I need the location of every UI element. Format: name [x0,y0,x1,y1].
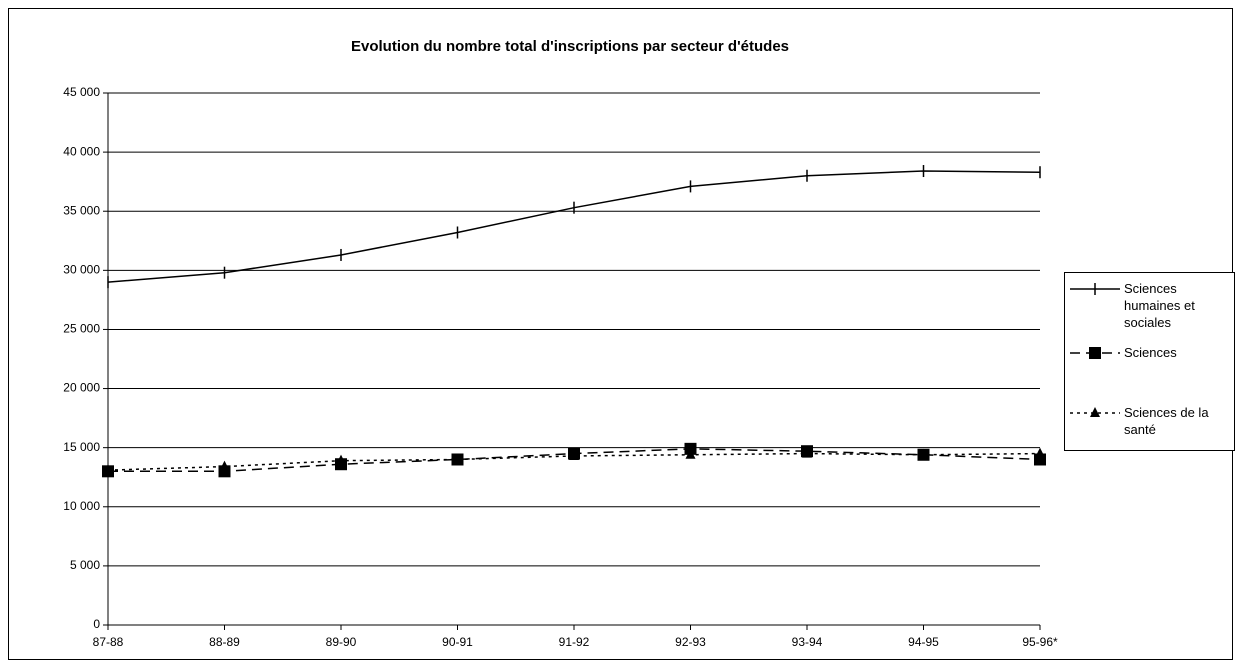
data-point [685,448,696,459]
legend-label: Sciences humaines et sociales [1124,281,1195,330]
x-tick-label: 92-93 [675,635,706,649]
y-tick-label: 20 000 [63,381,100,395]
data-point [918,448,929,459]
data-point [336,454,346,465]
x-tick-label: 94-95 [908,635,939,649]
y-tick-label: 35 000 [63,203,100,217]
x-tick-label: 88-89 [209,635,240,649]
legend-marker [1089,347,1101,359]
data-point [103,464,113,475]
legend-box [1064,272,1235,451]
legend-label: Sciences [1124,345,1177,360]
x-tick-label: 95-96* [1022,635,1058,649]
data-point [1035,447,1045,458]
series-line [107,452,1041,471]
y-tick-label: 5 000 [70,558,100,572]
chart-title: Evolution du nombre total d'inscriptions… [351,38,789,55]
data-point [452,453,463,464]
x-tick-label: 90-91 [442,635,473,649]
y-tick-label: 10 000 [63,499,100,513]
legend-label: Sciences de la santé [1124,405,1209,437]
y-tick-label: 25 000 [63,322,100,336]
y-tick-label: 40 000 [63,144,100,158]
x-tick-label: 87-88 [93,635,124,649]
y-tick-label: 15 000 [63,440,100,454]
y-tick-label: 0 [93,617,100,631]
y-tick-label: 45 000 [63,85,100,99]
data-point [569,449,579,460]
y-tick-label: 30 000 [63,263,100,277]
x-tick-label: 91-92 [559,635,590,649]
x-tick-label: 89-90 [326,635,357,649]
x-tick-label: 93-94 [792,635,823,649]
legend-marker [1090,407,1100,417]
data-point [802,447,812,458]
data-point [219,460,230,471]
chart-frame [8,8,1233,660]
